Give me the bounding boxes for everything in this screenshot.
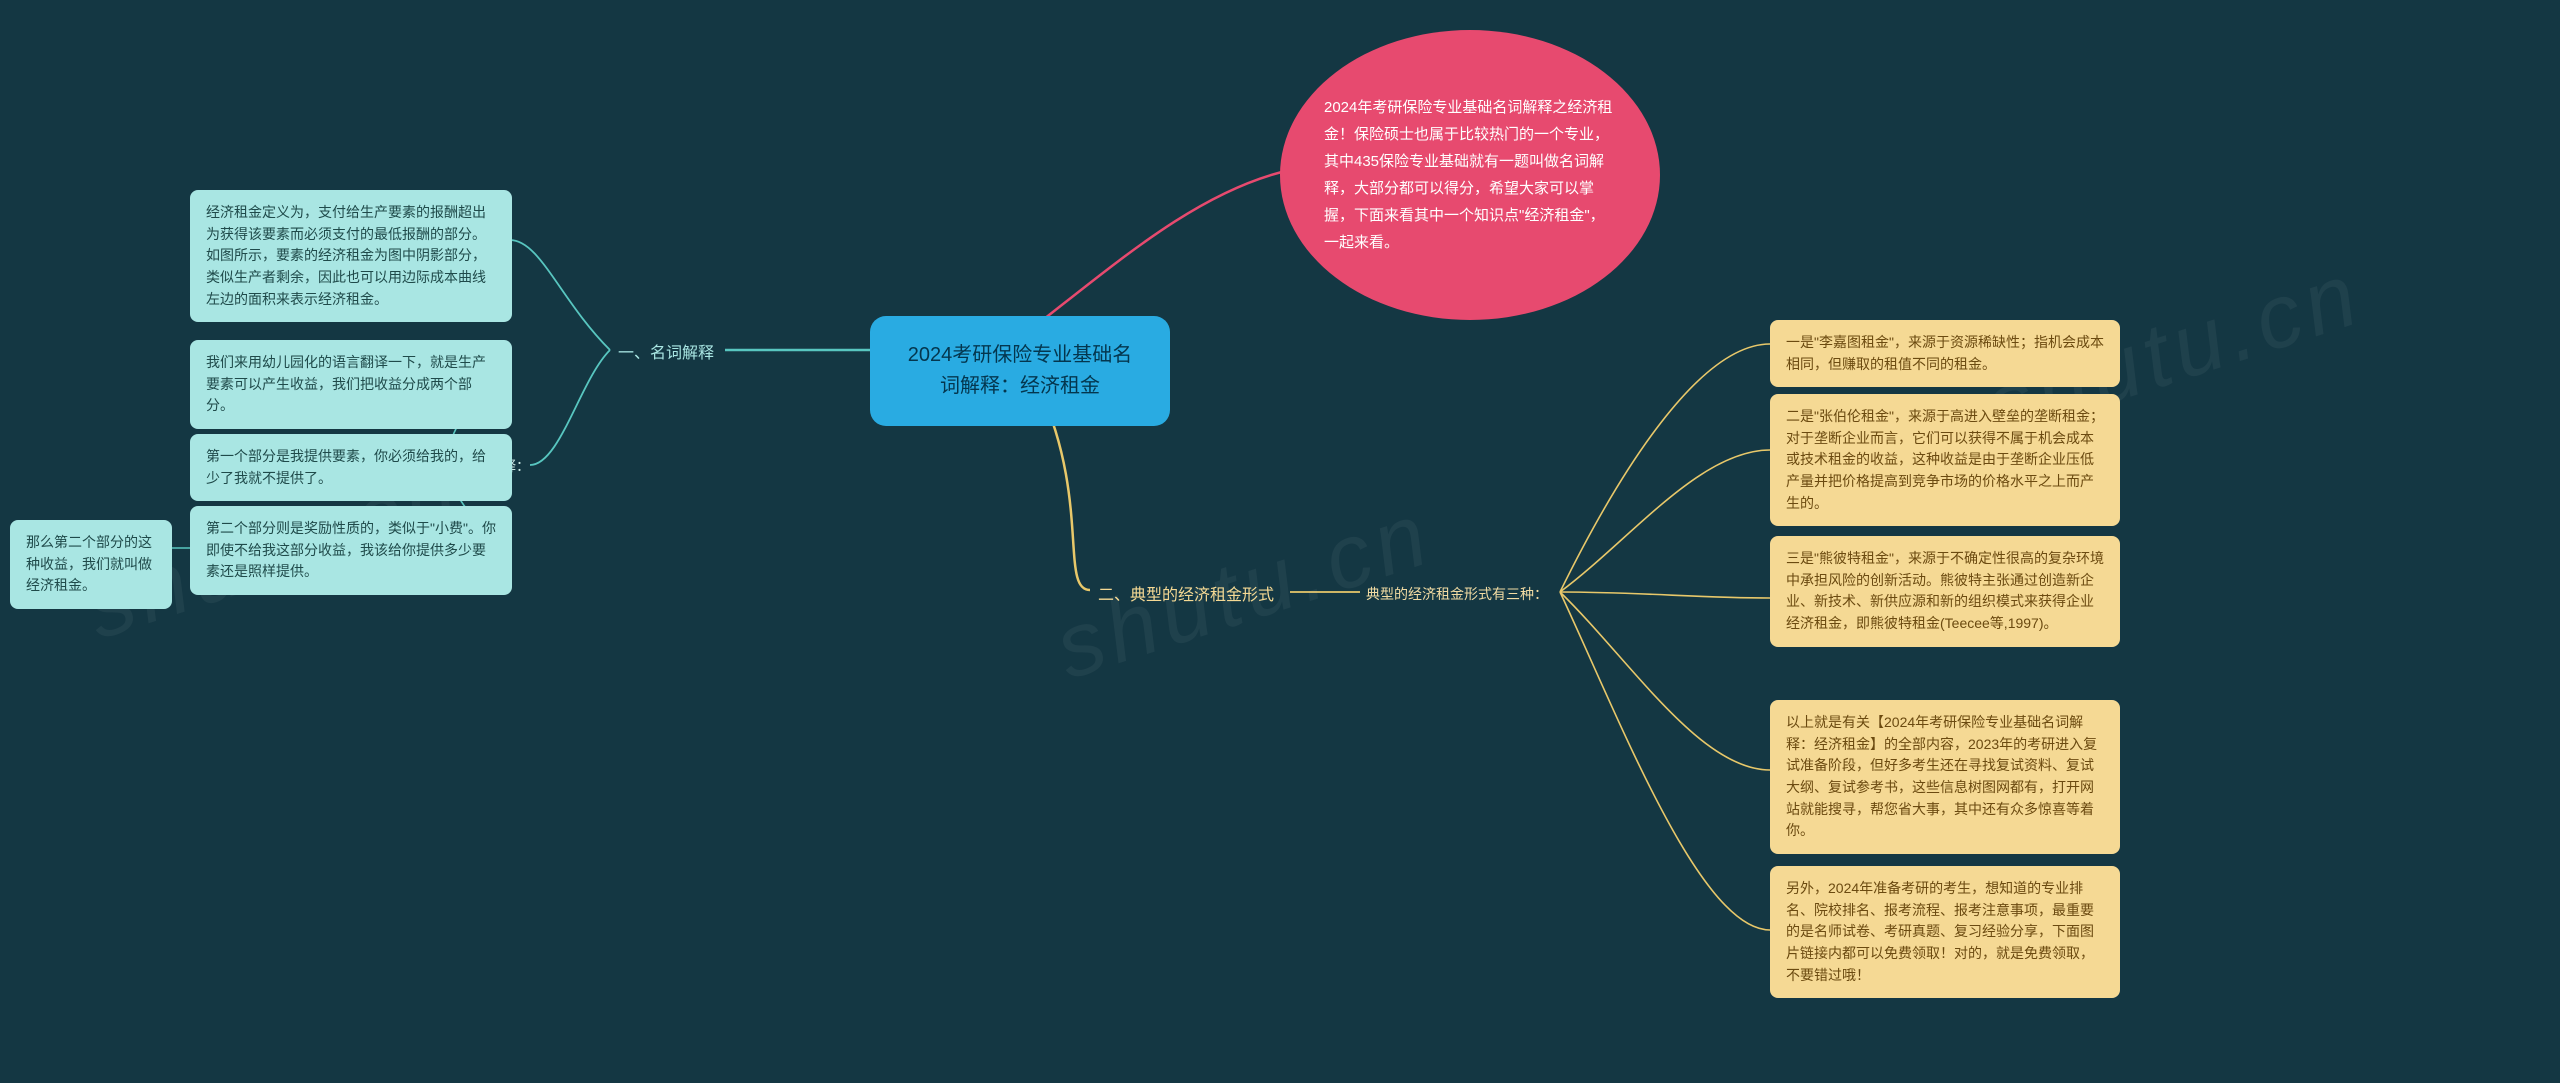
branch2-item2[interactable]: 二是"张伯伦租金"，来源于高进入壁垒的垄断租金；对于垄断企业而言，它们可以获得不…: [1770, 394, 2120, 526]
intro-text: 2024年考研保险专业基础名词解释之经济租金！保险硕士也属于比较热门的一个专业，…: [1324, 94, 1616, 256]
branch1-label[interactable]: 一、名词解释: [610, 338, 722, 371]
intro-bubble[interactable]: 2024年考研保险专业基础名词解释之经济租金！保险硕士也属于比较热门的一个专业，…: [1280, 30, 1660, 320]
branch2-sublabel: 典型的经济租金形式有三种：: [1362, 582, 1552, 608]
branch2-label[interactable]: 二、典型的经济租金形式: [1090, 580, 1282, 613]
root-node[interactable]: 2024考研保险专业基础名 词解释：经济租金: [870, 316, 1170, 426]
branch1-ext3-tail[interactable]: 那么第二个部分的这种收益，我们就叫做经济租金。: [10, 520, 172, 609]
branch2-item1[interactable]: 一是"李嘉图租金"，来源于资源稀缺性；指机会成本相同，但赚取的租值不同的租金。: [1770, 320, 2120, 387]
branch1-ext1[interactable]: 我们来用幼儿园化的语言翻译一下，就是生产要素可以产生收益，我们把收益分成两个部分…: [190, 340, 512, 429]
branch2-item4[interactable]: 以上就是有关【2024年考研保险专业基础名词解释：经济租金】的全部内容，2023…: [1770, 700, 2120, 854]
branch1-ext3[interactable]: 第二个部分则是奖励性质的，类似于"小费"。你即使不给我这部分收益，我该给你提供多…: [190, 506, 512, 595]
root-line2: 词解释：经济租金: [898, 371, 1142, 402]
branch2-item3[interactable]: 三是"熊彼特租金"，来源于不确定性很高的复杂环境中承担风险的创新活动。熊彼特主张…: [1770, 536, 2120, 647]
branch2-item5[interactable]: 另外，2024年准备考研的考生，想知道的专业排名、院校排名、报考流程、报考注意事…: [1770, 866, 2120, 998]
branch1-ext2[interactable]: 第一个部分是我提供要素，你必须给我的，给少了我就不提供了。: [190, 434, 512, 501]
branch1-definition[interactable]: 经济租金定义为，支付给生产要素的报酬超出为获得该要素而必须支付的最低报酬的部分。…: [190, 190, 512, 322]
root-line1: 2024考研保险专业基础名: [898, 340, 1142, 371]
